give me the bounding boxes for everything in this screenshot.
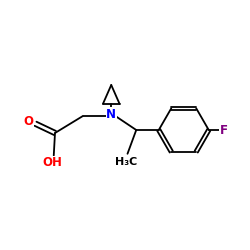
Text: H₃C: H₃C [115, 157, 138, 167]
Text: F: F [220, 124, 228, 136]
Text: O: O [23, 115, 33, 128]
Text: N: N [106, 108, 116, 121]
Text: OH: OH [42, 156, 62, 170]
